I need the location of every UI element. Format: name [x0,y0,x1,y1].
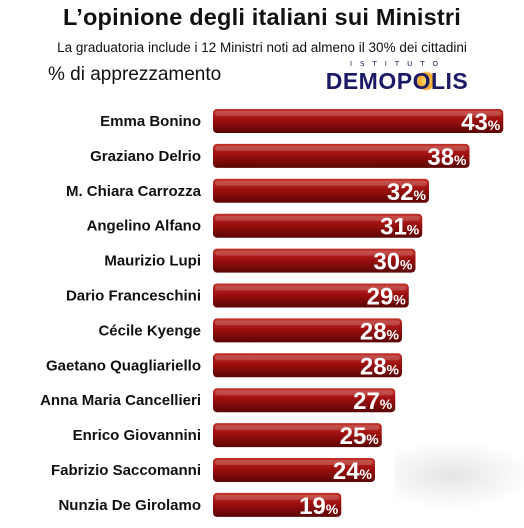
category-label: Maurizio Lupi [104,253,201,270]
data-label: 30% [373,249,413,276]
bar [213,423,382,448]
category-label: Cécile Kyenge [98,322,201,339]
category-label: Enrico Giovannini [73,427,201,444]
bar-highlight [215,250,414,256]
bar [213,388,396,413]
data-label: 24% [333,458,373,485]
page-title: L’opinione degli italiani sui Ministri [63,4,461,30]
axis-label: % di apprezzamento [48,64,222,85]
bar-highlight [215,460,373,465]
data-label: 38% [427,144,467,171]
bar [213,178,429,203]
logo-main-text: DEMOPOLIS [325,68,469,94]
bar-highlight [215,355,400,361]
category-label: Gaetano Quagliariello [46,357,201,374]
data-label: 19% [299,493,339,520]
bar [213,213,423,238]
bar-highlight [215,320,400,326]
category-label: Nunzia De Girolamo [58,497,201,514]
bar-highlight [215,180,427,186]
bar [213,109,504,133]
bar-highlight [215,390,394,396]
data-label: 43% [461,109,501,136]
bar-highlight [215,215,421,221]
data-label: 32% [387,179,427,206]
bar-highlight [215,425,380,431]
bar-highlight [215,494,340,500]
data-label: 29% [367,284,407,311]
bar-highlight [215,111,502,116]
bar [213,458,375,482]
data-label: 25% [340,423,380,450]
bar [213,143,470,168]
data-label: 31% [380,214,420,241]
bar [213,283,409,308]
bar [213,318,402,343]
bar-highlight [215,145,468,151]
logo-sun-icon [416,71,436,91]
category-label: Anna Maria Cancellieri [40,392,201,409]
category-label: Emma Bonino [100,113,201,130]
bar [213,353,402,378]
category-label: Graziano Delrio [90,148,201,165]
logo-top-text: ISTITUTO [349,60,447,68]
category-label: Angelino Alfano [87,218,201,235]
data-label: 27% [353,388,393,415]
data-label: 28% [360,353,400,380]
bar-highlight [215,285,407,291]
category-label: Fabrizio Saccomanni [51,462,201,479]
demopolis-logo: ISTITUTO DEMOPOLIS [312,60,482,96]
category-label: Dario Franceschini [66,288,201,305]
bar [213,248,416,273]
bar-shadow [395,440,524,510]
data-label: 28% [360,318,400,345]
bar [213,492,342,517]
page-subtitle: La graduatoria include i 12 Ministri not… [57,40,467,55]
category-label: M. Chiara Carrozza [66,183,202,200]
